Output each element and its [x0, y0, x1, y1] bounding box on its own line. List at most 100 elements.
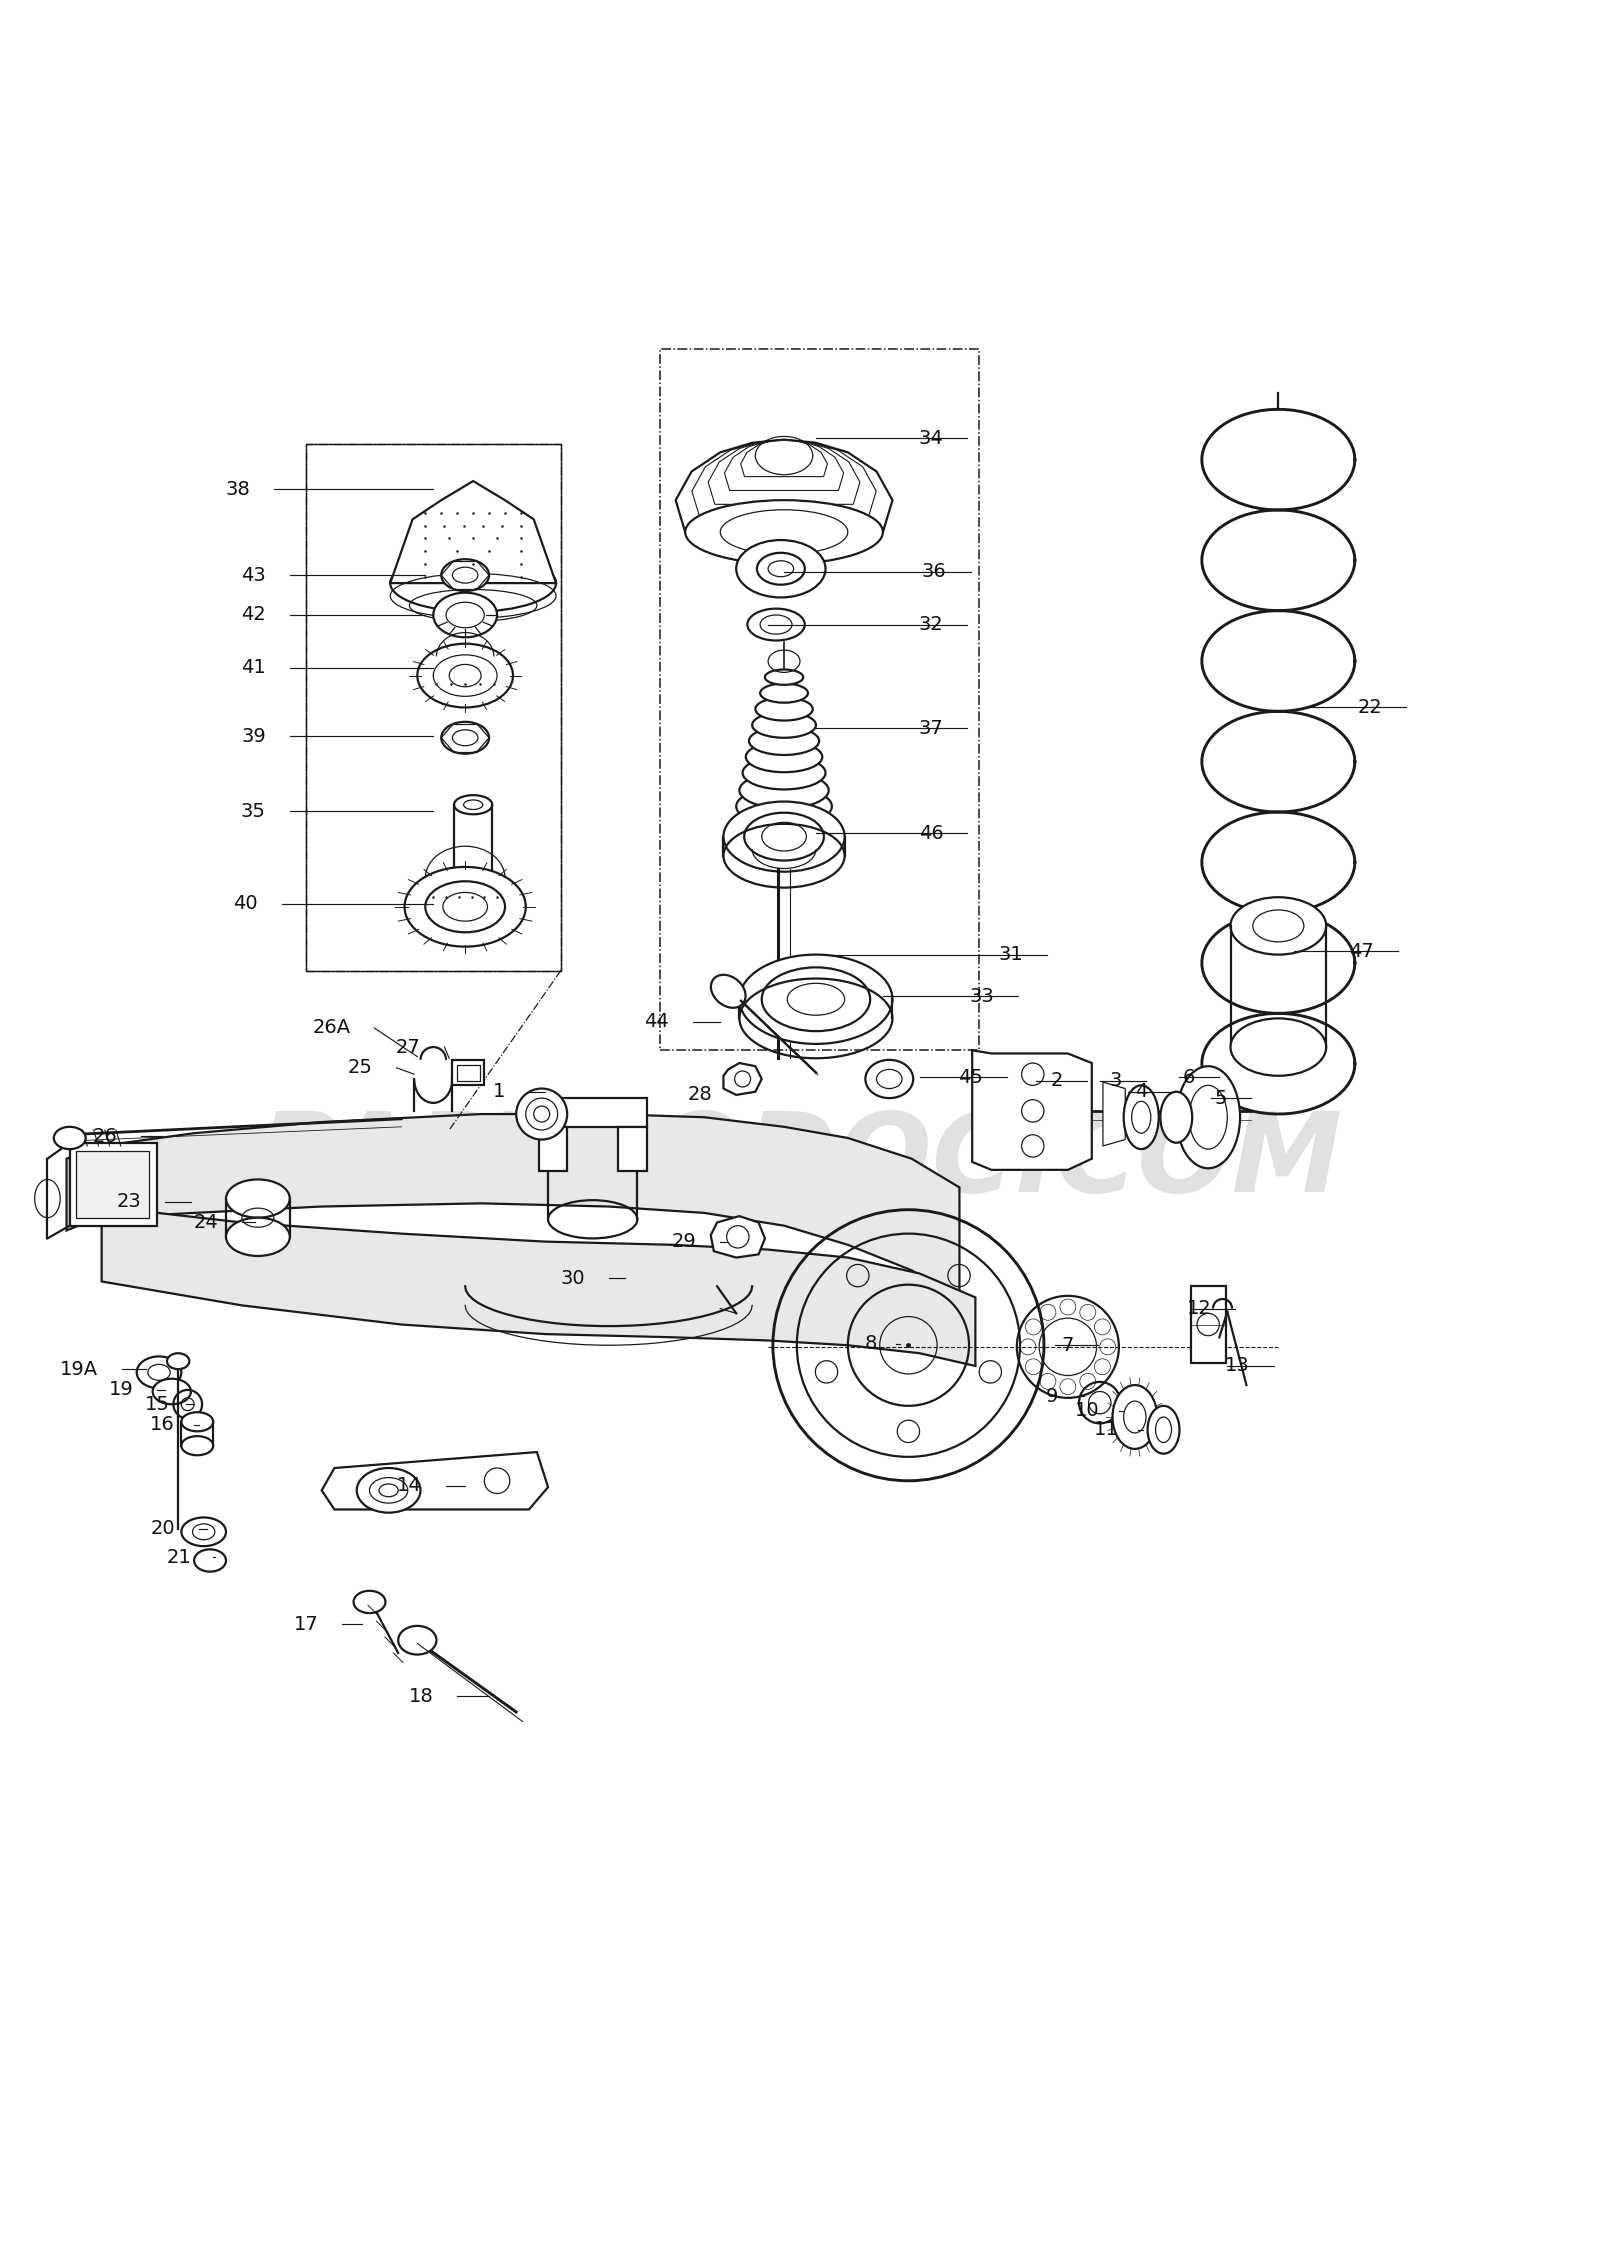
Bar	[77, 1150, 149, 1218]
Ellipse shape	[1230, 1019, 1326, 1076]
Ellipse shape	[1176, 1067, 1240, 1168]
Ellipse shape	[226, 1180, 290, 1218]
Text: 6: 6	[1182, 1069, 1195, 1087]
Ellipse shape	[1112, 1385, 1157, 1449]
Ellipse shape	[226, 1218, 290, 1257]
Text: 20: 20	[150, 1519, 174, 1539]
Ellipse shape	[1123, 1085, 1158, 1148]
Ellipse shape	[152, 1379, 190, 1403]
Text: 19A: 19A	[61, 1361, 99, 1379]
Polygon shape	[1102, 1083, 1125, 1146]
Circle shape	[517, 1089, 568, 1139]
Text: 26A: 26A	[312, 1019, 350, 1037]
Ellipse shape	[442, 558, 490, 592]
Text: 24: 24	[194, 1214, 218, 1232]
Text: 9: 9	[1046, 1388, 1058, 1406]
Text: 2: 2	[1051, 1071, 1062, 1089]
Text: 7: 7	[1062, 1336, 1074, 1354]
Polygon shape	[675, 441, 893, 531]
Text: 34: 34	[918, 429, 944, 447]
Text: 18: 18	[408, 1686, 434, 1706]
Text: 27: 27	[395, 1037, 421, 1058]
Ellipse shape	[1147, 1406, 1179, 1453]
Text: 29: 29	[672, 1232, 696, 1252]
Ellipse shape	[398, 1625, 437, 1654]
Bar	[618, 1128, 646, 1171]
Ellipse shape	[765, 669, 803, 685]
Ellipse shape	[760, 615, 792, 635]
Text: 5: 5	[1214, 1089, 1227, 1107]
Ellipse shape	[357, 1469, 421, 1512]
Ellipse shape	[54, 1128, 86, 1148]
Polygon shape	[102, 1114, 960, 1297]
Text: 16: 16	[150, 1415, 174, 1435]
Ellipse shape	[454, 796, 493, 814]
Text: 17: 17	[294, 1616, 318, 1634]
Text: 8: 8	[864, 1333, 877, 1354]
Ellipse shape	[181, 1435, 213, 1455]
Ellipse shape	[866, 1060, 914, 1098]
Ellipse shape	[442, 721, 490, 755]
Ellipse shape	[739, 954, 893, 1044]
Ellipse shape	[723, 802, 845, 872]
Text: 13: 13	[1226, 1356, 1250, 1376]
Bar	[539, 1098, 646, 1128]
Ellipse shape	[736, 786, 832, 825]
Bar	[306, 445, 562, 970]
Bar	[1190, 1286, 1226, 1363]
Text: 21: 21	[166, 1548, 190, 1566]
Bar	[539, 1128, 568, 1171]
Ellipse shape	[194, 1550, 226, 1571]
Ellipse shape	[757, 554, 805, 585]
Text: 32: 32	[918, 615, 944, 635]
Text: 37: 37	[918, 719, 944, 737]
Text: 44: 44	[645, 1012, 669, 1031]
Polygon shape	[67, 1146, 99, 1229]
Ellipse shape	[742, 757, 826, 789]
Polygon shape	[973, 1051, 1091, 1171]
Bar	[70, 1144, 157, 1225]
Ellipse shape	[434, 655, 498, 696]
Text: PARTSODOC.COM: PARTSODOC.COM	[258, 1107, 1342, 1216]
Text: 12: 12	[1187, 1300, 1211, 1318]
Ellipse shape	[747, 608, 805, 640]
Text: 1: 1	[493, 1083, 506, 1101]
Ellipse shape	[166, 1354, 189, 1370]
Ellipse shape	[1160, 1092, 1192, 1144]
Text: 14: 14	[397, 1476, 422, 1496]
Ellipse shape	[454, 875, 493, 895]
Text: 40: 40	[234, 895, 258, 913]
Ellipse shape	[744, 814, 824, 861]
Text: 10: 10	[1075, 1401, 1099, 1419]
Polygon shape	[390, 481, 557, 583]
Text: 23: 23	[117, 1193, 141, 1211]
Text: 36: 36	[922, 563, 947, 581]
Text: 30: 30	[560, 1268, 584, 1288]
Text: 4: 4	[1136, 1083, 1147, 1101]
Bar	[659, 348, 979, 1051]
Ellipse shape	[434, 592, 498, 637]
Text: 47: 47	[1349, 942, 1374, 960]
Text: 35: 35	[242, 802, 266, 820]
Text: 31: 31	[998, 945, 1024, 965]
Ellipse shape	[181, 1516, 226, 1546]
Text: 46: 46	[918, 825, 944, 843]
Polygon shape	[710, 1216, 765, 1257]
Ellipse shape	[446, 601, 485, 628]
Ellipse shape	[181, 1412, 213, 1431]
Text: 11: 11	[1094, 1419, 1118, 1440]
Ellipse shape	[746, 741, 822, 773]
Text: 15: 15	[146, 1394, 170, 1415]
Ellipse shape	[739, 773, 829, 809]
Ellipse shape	[1230, 897, 1326, 954]
Ellipse shape	[736, 540, 826, 597]
Ellipse shape	[755, 698, 813, 721]
Ellipse shape	[370, 1478, 408, 1503]
Bar	[453, 1060, 485, 1085]
Ellipse shape	[752, 712, 816, 737]
Ellipse shape	[710, 974, 746, 1008]
Text: 26: 26	[93, 1128, 117, 1146]
Bar	[306, 445, 562, 970]
Text: 3: 3	[1110, 1071, 1122, 1089]
Ellipse shape	[418, 644, 514, 707]
